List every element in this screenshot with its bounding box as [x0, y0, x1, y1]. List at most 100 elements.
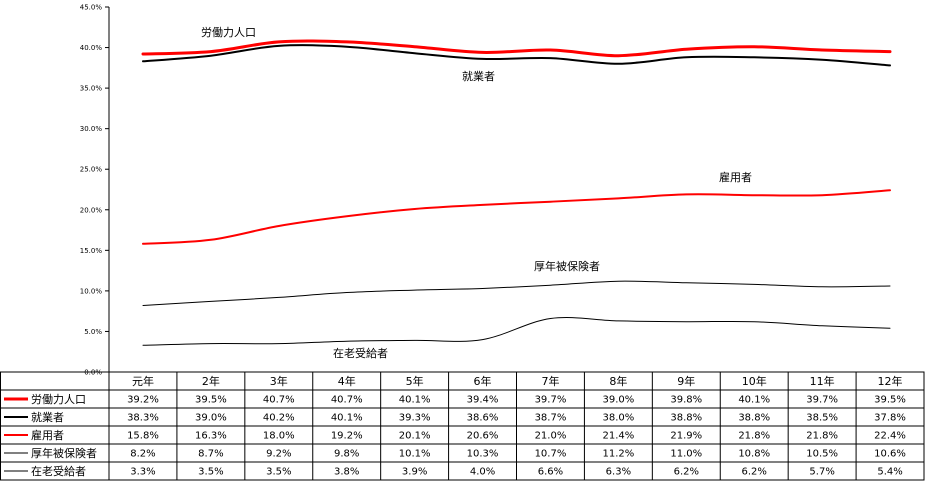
data-label: 9.8%	[334, 449, 359, 460]
data-label: 10.1%	[399, 449, 431, 460]
category-label: 9年	[677, 374, 695, 388]
y-tick-label: 15.0%	[80, 247, 103, 255]
data-label: 19.2%	[331, 431, 363, 442]
data-label: 11.2%	[602, 449, 634, 460]
annotation-koyosha: 雇用者	[719, 170, 752, 184]
category-label: 2年	[202, 374, 220, 388]
series-line-0	[141, 39, 892, 58]
series-line-3	[142, 280, 891, 306]
data-label: 10.3%	[467, 449, 499, 460]
data-label: 10.6%	[874, 449, 906, 460]
data-label: 38.0%	[602, 413, 634, 424]
data-label: 39.7%	[806, 395, 838, 406]
y-tick-label: 35.0%	[80, 85, 103, 93]
data-label: 15.8%	[127, 431, 159, 442]
row-label: 労働力人口	[31, 392, 86, 406]
data-label: 3.8%	[334, 467, 359, 478]
series-line-2	[142, 189, 891, 245]
data-label: 39.8%	[670, 395, 702, 406]
y-tick-label: 45.0%	[80, 4, 103, 12]
data-label: 38.8%	[670, 413, 702, 424]
data-label: 40.1%	[399, 395, 431, 406]
category-label: 11年	[810, 374, 835, 388]
series-line-1	[142, 44, 891, 67]
data-label: 40.1%	[738, 395, 770, 406]
data-label: 39.4%	[467, 395, 499, 406]
data-label: 39.5%	[195, 395, 227, 406]
data-label: 10.7%	[535, 449, 567, 460]
data-label: 39.3%	[399, 413, 431, 424]
annotation-zairo: 在老受給者	[333, 346, 388, 360]
data-label: 40.2%	[263, 413, 295, 424]
data-label: 11.0%	[670, 449, 702, 460]
category-label: 6年	[474, 374, 492, 388]
data-label: 38.3%	[127, 413, 159, 424]
data-label: 20.1%	[399, 431, 431, 442]
data-label: 38.7%	[535, 413, 567, 424]
category-label: 10年	[742, 374, 767, 388]
annotation-shugyosha: 就業者	[462, 69, 495, 83]
data-label: 40.7%	[331, 395, 363, 406]
row-label: 厚年被保険者	[31, 446, 97, 460]
data-label: 40.1%	[331, 413, 363, 424]
data-label: 3.5%	[198, 467, 223, 478]
row-label: 在老受給者	[31, 464, 86, 478]
category-label: 7年	[541, 374, 559, 388]
data-label: 38.8%	[738, 413, 770, 424]
data-label: 6.6%	[538, 467, 563, 478]
data-label: 10.8%	[738, 449, 770, 460]
row-label: 就業者	[31, 410, 64, 424]
data-label: 21.9%	[670, 431, 702, 442]
data-label: 22.4%	[874, 431, 906, 442]
data-label: 6.3%	[606, 467, 631, 478]
data-label: 6.2%	[742, 467, 767, 478]
data-label: 8.7%	[198, 449, 223, 460]
y-tick-label: 10.0%	[80, 287, 103, 295]
data-label: 16.3%	[195, 431, 227, 442]
data-label: 4.0%	[470, 467, 495, 478]
chart-series-lines	[141, 39, 892, 346]
category-label: 8年	[609, 374, 627, 388]
category-label: 5年	[406, 374, 424, 388]
y-tick-label: 25.0%	[80, 166, 103, 174]
y-tick-label: 30.0%	[80, 125, 103, 133]
annotation-rodoryoku: 労働力人口	[201, 25, 256, 39]
data-label: 10.5%	[806, 449, 838, 460]
data-label: 6.2%	[674, 467, 699, 478]
data-label: 40.7%	[263, 395, 295, 406]
y-tick-label: 5.0%	[84, 328, 102, 336]
data-label: 18.0%	[263, 431, 295, 442]
data-label: 3.5%	[266, 467, 291, 478]
category-label: 12年	[878, 374, 903, 388]
data-label: 21.8%	[738, 431, 770, 442]
data-label: 39.7%	[535, 395, 567, 406]
data-label: 38.5%	[806, 413, 838, 424]
data-label: 3.9%	[402, 467, 427, 478]
data-label: 20.6%	[467, 431, 499, 442]
data-label: 39.2%	[127, 395, 159, 406]
category-label: 3年	[270, 374, 288, 388]
data-label: 38.6%	[467, 413, 499, 424]
category-label: 元年	[132, 374, 154, 388]
data-label: 3.3%	[130, 467, 155, 478]
data-label: 5.7%	[809, 467, 834, 478]
data-label: 21.0%	[535, 431, 567, 442]
annotation-kounen: 厚年被保険者	[534, 259, 600, 273]
category-label: 4年	[338, 374, 356, 388]
data-label: 21.8%	[806, 431, 838, 442]
data-label: 8.2%	[130, 449, 155, 460]
chart-annotations: 労働力人口 就業者 雇用者 厚年被保険者 在老受給者	[201, 25, 752, 360]
row-label: 雇用者	[31, 428, 64, 442]
data-label: 39.5%	[874, 395, 906, 406]
data-label: 5.4%	[877, 467, 902, 478]
data-label: 39.0%	[195, 413, 227, 424]
data-label: 39.0%	[602, 395, 634, 406]
series-line-4	[142, 316, 891, 346]
y-tick-label: 40.0%	[80, 44, 103, 52]
y-tick-label: 20.0%	[80, 206, 103, 214]
data-label: 9.2%	[266, 449, 291, 460]
data-label: 21.4%	[602, 431, 634, 442]
chart-axes: 0.0%5.0%10.0%15.0%20.0%25.0%30.0%35.0%40…	[80, 4, 110, 377]
